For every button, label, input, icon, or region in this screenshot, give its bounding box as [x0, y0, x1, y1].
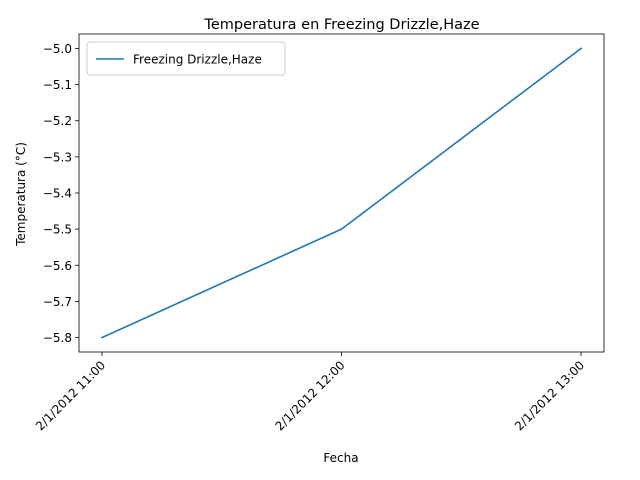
x-axis-label: Fecha [323, 451, 358, 465]
legend-box [86, 41, 286, 76]
y-tick-label: −5.4 [43, 187, 72, 201]
y-tick-label: −5.8 [43, 331, 72, 345]
axes-frame [78, 33, 605, 353]
y-tick-label: −5.7 [43, 295, 72, 309]
chart-title: Temperatura en Freezing Drizzle,Haze [203, 17, 479, 33]
data-point [101, 336, 103, 339]
y-tick-label: −5.2 [43, 114, 72, 128]
y-axis-label: Temperatura (°C) [14, 142, 28, 247]
y-tick-label: −5.5 [43, 223, 72, 237]
data-point [340, 228, 343, 230]
legend-label: Freezing Drizzle,Haze [133, 53, 262, 67]
y-tick-label: −5.1 [43, 78, 72, 92]
y-tick-label: −5.0 [43, 42, 72, 56]
data-point [580, 47, 582, 50]
y-tick-label: −5.3 [43, 150, 72, 164]
y-tick-label: −5.6 [43, 259, 72, 273]
